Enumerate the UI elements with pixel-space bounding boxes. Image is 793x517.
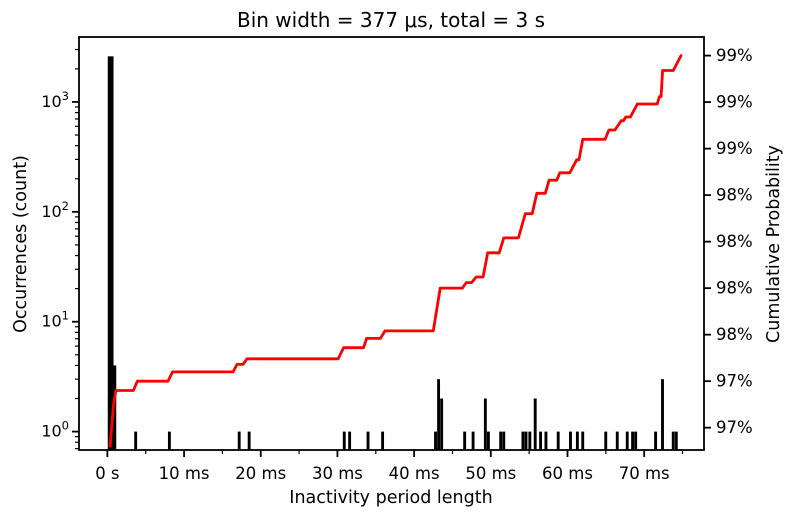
histogram-bar (107, 56, 114, 451)
histogram-bar (499, 431, 503, 450)
histogram-bar (483, 398, 487, 450)
y-right-tick-label: 99% (716, 139, 753, 158)
x-tick-label: 70 ms (619, 464, 670, 483)
y-left-axis-label: Occurrences (count) (11, 155, 31, 333)
y-right-tick-label: 97% (716, 418, 753, 437)
histogram-bar (581, 431, 585, 450)
x-tick-label: 60 ms (542, 464, 593, 483)
x-axis-label: Inactivity period length (289, 488, 492, 508)
histogram-bar (381, 431, 385, 450)
y-right-tick-label: 98% (716, 232, 753, 251)
y-right-tick-label: 98% (716, 279, 753, 298)
y-right-tick-label: 98% (716, 186, 753, 205)
y-left-tick-label: 103 (41, 89, 69, 111)
x-tick-label: 20 ms (235, 464, 286, 483)
histogram-bar (134, 431, 138, 450)
y-right-tick-label: 98% (716, 325, 753, 344)
histogram-bar (533, 398, 537, 450)
cumulative-probability-line (108, 54, 683, 448)
x-tick-label: 10 ms (159, 464, 210, 483)
histogram-bar (654, 431, 658, 450)
histogram-bar (556, 431, 560, 450)
histogram-bar (631, 431, 635, 450)
y-right-tick-label: 99% (716, 93, 753, 112)
y-right-axis-label: Cumulative Probability (764, 145, 784, 343)
axes-group: 0 s 10 ms 20 ms 30 ms 40 ms 50 ms 60 ms 70 ms 10… (41, 36, 753, 483)
histogram-bar (486, 431, 490, 450)
histogram-bar (502, 431, 506, 450)
histogram-bar (348, 431, 352, 450)
x-tick-label: 0 s (95, 464, 119, 483)
histogram-bar (437, 379, 441, 450)
y-right-tick-label: 99% (716, 46, 753, 65)
histogram-bar (521, 431, 525, 450)
histogram-bar (674, 431, 678, 450)
y-left-tick-label: 101 (41, 309, 69, 331)
histogram-bar (575, 431, 579, 450)
histogram-bar (434, 431, 437, 450)
histogram-bar (569, 431, 572, 450)
chart-title: Bin width = 377 μs, total = 3 s (237, 8, 545, 32)
histogram-bar (661, 379, 664, 450)
histogram-bar (342, 431, 346, 450)
histogram-bar (634, 431, 638, 450)
histogram-bar (167, 431, 171, 450)
y-right-tick-label: 97% (716, 372, 753, 391)
histogram-bar (237, 431, 241, 450)
histogram-bar (113, 365, 117, 450)
cumulative-line-group (108, 54, 683, 448)
y-left-tick-label: 100 (41, 419, 69, 441)
histogram-bar (539, 431, 543, 450)
plot-border (78, 36, 705, 451)
histogram-bar (528, 431, 532, 450)
histogram-bar (544, 431, 548, 450)
y-left-tick-label: 102 (41, 199, 69, 221)
histogram-bar (625, 431, 629, 450)
histogram-bars-group (107, 56, 678, 451)
histogram-bar (671, 431, 675, 450)
histogram-bar (463, 431, 467, 450)
histogram-bar (615, 431, 619, 450)
x-tick-label: 50 ms (465, 464, 516, 483)
histogram-bar (247, 431, 251, 450)
x-tick-label: 40 ms (389, 464, 440, 483)
histogram-bar (366, 431, 370, 450)
histogram-bar (471, 431, 475, 450)
histogram-bar (604, 431, 608, 450)
x-tick-label: 30 ms (312, 464, 363, 483)
histogram-bar (524, 431, 528, 450)
histogram-bar (440, 398, 444, 450)
